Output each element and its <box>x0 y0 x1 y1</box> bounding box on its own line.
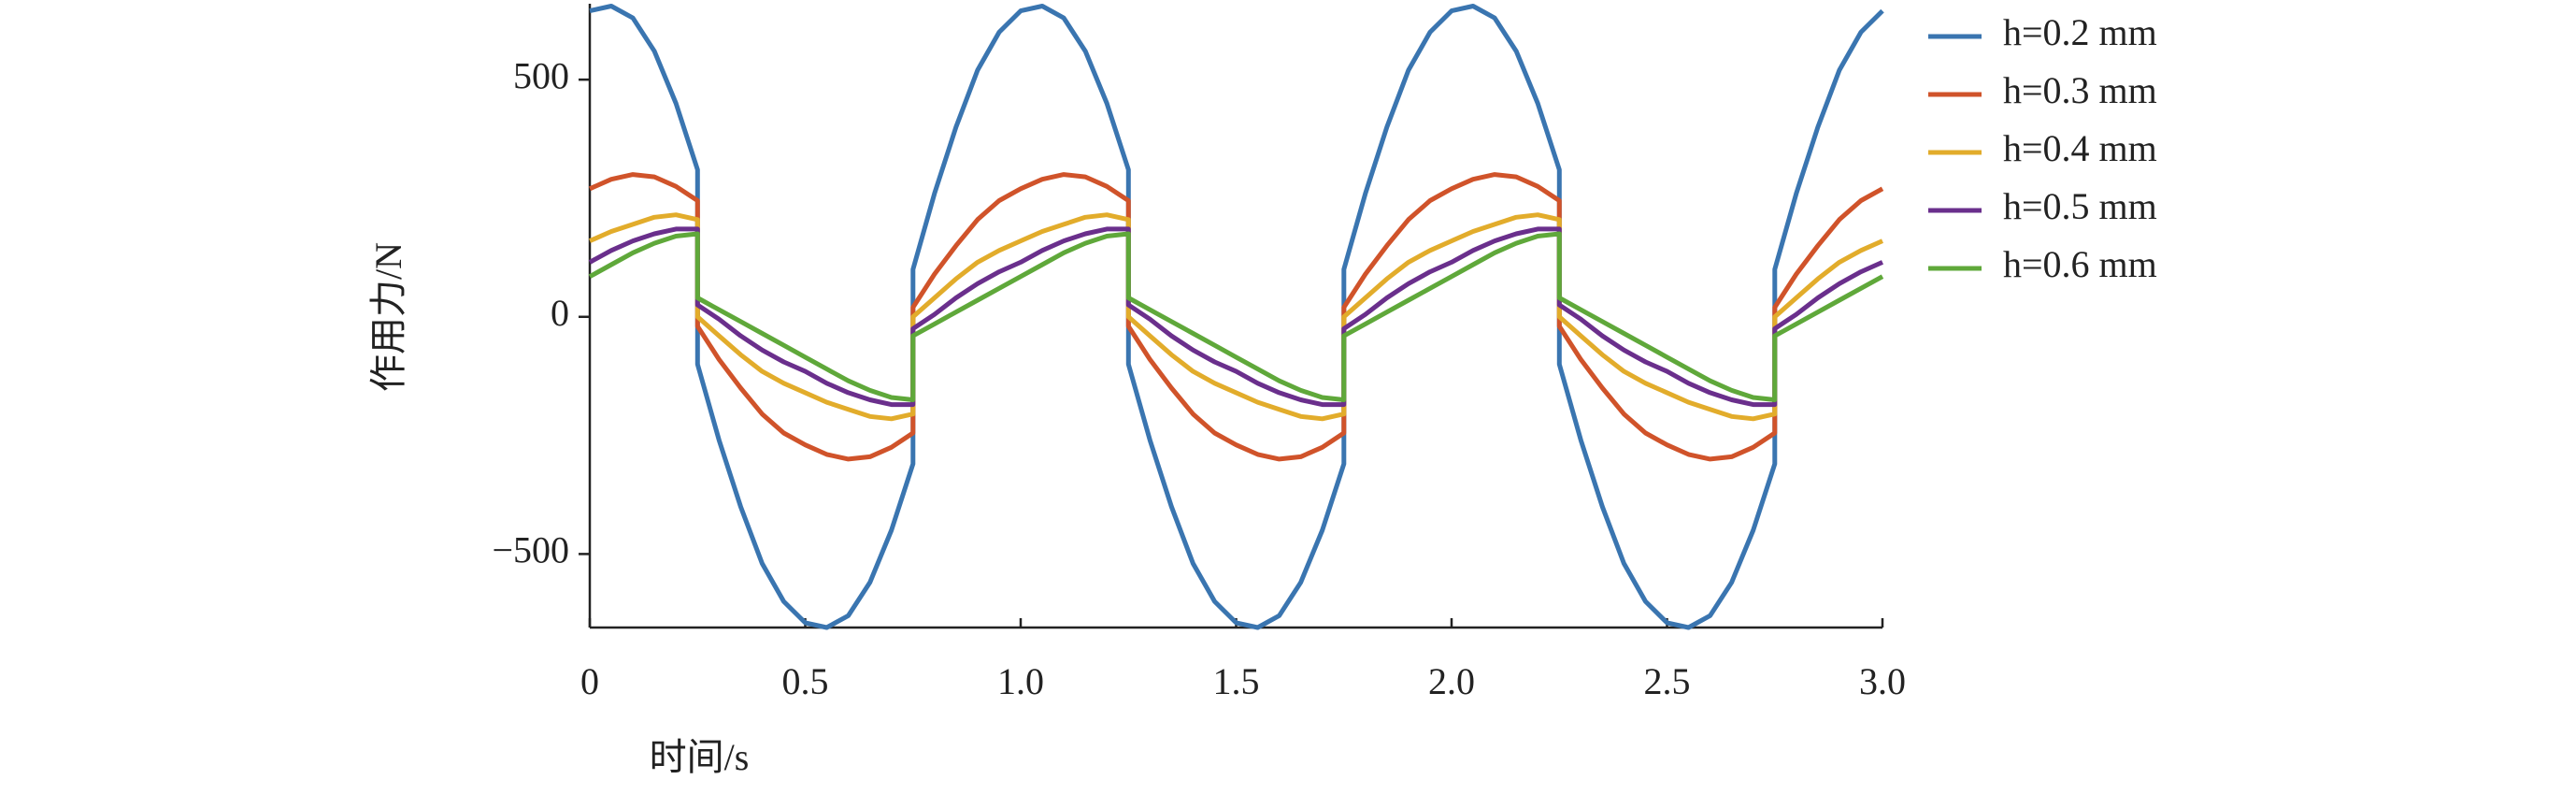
series-line <box>589 4 1884 630</box>
x-tick-label: 1.0 <box>997 660 1044 702</box>
legend-label: h=0.3 mm <box>2003 69 2157 111</box>
y-tick-label: 500 <box>513 54 569 96</box>
y-tick-label: −500 <box>492 529 569 571</box>
x-tick-label: 0.5 <box>782 660 829 702</box>
legend-label: h=0.5 mm <box>2003 185 2157 227</box>
x-tick-label: 0 <box>580 660 599 702</box>
y-tick-label: 0 <box>551 292 569 334</box>
series-line <box>588 172 1884 462</box>
x-tick-label: 1.5 <box>1213 660 1260 702</box>
x-tick-label: 3.0 <box>1859 660 1906 702</box>
series-line <box>588 212 1884 422</box>
series-line <box>588 231 1884 402</box>
legend-label: h=0.6 mm <box>2003 243 2157 285</box>
y-axis-label: 作用力/N <box>367 242 409 392</box>
x-axis-label: 时间/s <box>650 736 750 778</box>
x-tick-label: 2.0 <box>1428 660 1475 702</box>
x-tick-label: 2.5 <box>1644 660 1691 702</box>
legend-label: h=0.2 mm <box>2003 11 2157 53</box>
legend-label: h=0.4 mm <box>2003 127 2157 169</box>
series-line <box>588 226 1884 408</box>
